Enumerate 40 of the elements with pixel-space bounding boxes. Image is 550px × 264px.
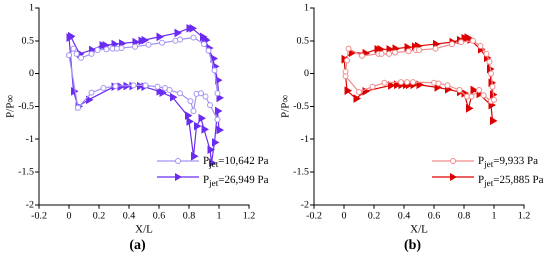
legend-label: P$_{jet}$=26,949 Pa xyxy=(203,172,268,190)
x-tick-label: 0.2 xyxy=(92,210,106,222)
x-tick-label: 1 xyxy=(492,210,497,222)
text: (a) xyxy=(128,238,147,254)
x-axis-title: X/L xyxy=(135,223,154,236)
y-tick-label: 1 xyxy=(29,2,34,14)
y-tick-label: -0.5 xyxy=(293,101,310,112)
x-tick-label: 1 xyxy=(216,210,222,222)
y-axis-title: P/P∞ xyxy=(4,94,16,118)
y-tick-label: -1 xyxy=(26,134,34,145)
legend-label: P$_{jet}$=25,885 Pa xyxy=(478,172,544,190)
x-axis-title: X/L xyxy=(410,223,428,236)
x-tick-label: -0.2 xyxy=(31,210,47,222)
y-tick-label: -2 xyxy=(26,199,34,210)
x-tick-label: 1.2 xyxy=(242,210,256,222)
y-tick-label: 1 xyxy=(304,2,310,14)
y-tick-label: -2 xyxy=(300,199,310,210)
x-tick-label: 0 xyxy=(66,210,72,222)
y-tick-label: -1 xyxy=(300,134,310,145)
y-tick-label: 0.5 xyxy=(22,35,34,46)
x-tick-label: 1.2 xyxy=(518,210,530,222)
x-tick-label: 0.8 xyxy=(458,210,470,222)
x-tick-label: 0 xyxy=(342,210,347,222)
x-tick-label: 0.2 xyxy=(368,210,380,222)
y-tick-label: 0 xyxy=(304,68,310,80)
x-tick-label: 0.6 xyxy=(428,210,440,222)
y-axis-title: P/P∞ xyxy=(279,94,292,118)
x-tick-label: 0.6 xyxy=(152,210,166,222)
x-tick-label: 0.4 xyxy=(398,210,410,222)
text: (b) xyxy=(402,238,422,254)
y-tick-label: 0 xyxy=(29,68,34,80)
legend-label: P$_{jet}$=10,642 Pa xyxy=(203,154,268,171)
x-tick-label: 0.4 xyxy=(122,210,136,222)
y-tick-label: -0.5 xyxy=(18,101,34,112)
y-tick-label: 0.5 xyxy=(296,35,310,46)
x-tick-label: -0.2 xyxy=(306,210,322,222)
y-tick-label: -1.5 xyxy=(293,166,310,178)
y-tick-label: -1.5 xyxy=(18,166,34,178)
legend-label: P$_{jet}$=9,933 Pa xyxy=(478,154,538,171)
x-tick-label: 0.8 xyxy=(182,210,196,222)
